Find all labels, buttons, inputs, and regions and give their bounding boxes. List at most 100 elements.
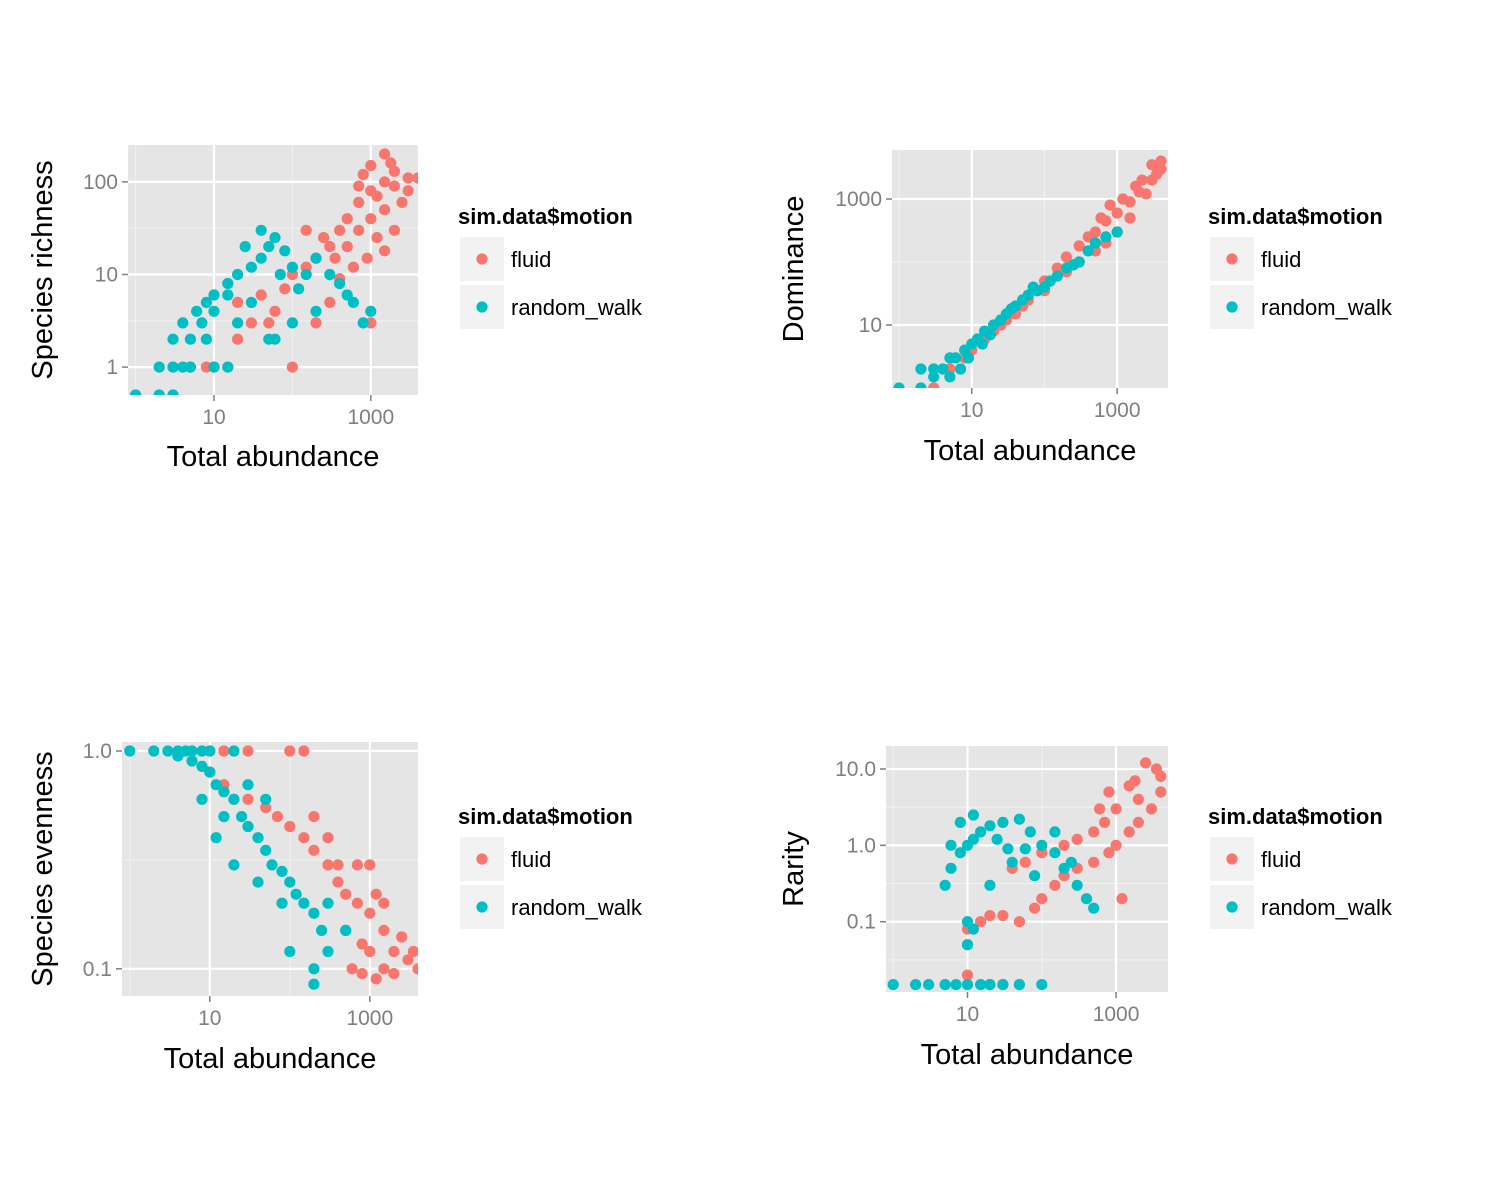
- point-random-walk: [130, 389, 142, 395]
- legend: sim.data$motion fluid random_walk: [1208, 204, 1393, 329]
- point-random-walk: [162, 745, 174, 757]
- point-random-walk: [945, 862, 957, 874]
- point-fluid: [1155, 155, 1167, 167]
- point-random-walk: [1111, 226, 1123, 238]
- point-random-walk: [961, 979, 974, 991]
- point-random-walk: [284, 945, 296, 958]
- point-random-walk: [228, 859, 240, 871]
- point-random-walk: [997, 979, 1009, 991]
- point-fluid: [1132, 793, 1144, 806]
- point-fluid: [1104, 199, 1116, 211]
- legend-label: random_walk: [511, 895, 643, 920]
- legend-title: sim.data$motion: [458, 804, 633, 829]
- point-random-walk: [341, 289, 353, 301]
- y-tick-label: 1: [106, 356, 118, 379]
- point-random-walk: [186, 745, 198, 757]
- point-random-walk: [1049, 826, 1061, 838]
- point-random-walk: [1071, 879, 1083, 891]
- point-fluid: [356, 938, 368, 950]
- point-fluid: [1155, 786, 1167, 798]
- chart-panel-1: 10 1000 1 10 100 Total abundance Species richn…: [27, 145, 643, 473]
- point-fluid: [365, 213, 377, 225]
- point-random-walk: [324, 268, 336, 281]
- point-random-walk: [887, 979, 899, 991]
- y-tick-label: 10.0: [835, 758, 876, 781]
- point-random-walk: [316, 924, 328, 937]
- point-fluid: [402, 954, 414, 966]
- point-fluid: [242, 793, 254, 805]
- legend-title: sim.data$motion: [1208, 804, 1383, 829]
- point-random-walk: [954, 816, 966, 829]
- point-random-walk: [196, 317, 208, 329]
- point-fluid: [1058, 839, 1070, 851]
- point-fluid: [379, 204, 391, 216]
- legend-title: sim.data$motion: [458, 204, 633, 229]
- point-random-walk: [1013, 813, 1025, 825]
- y-axis-title: Dominance: [778, 196, 810, 343]
- point-random-walk: [954, 363, 967, 375]
- point-random-walk: [204, 766, 216, 778]
- point-fluid: [388, 945, 400, 958]
- point-random-walk: [255, 224, 267, 236]
- point-fluid: [329, 252, 341, 264]
- point-fluid: [1129, 775, 1141, 787]
- plot-area: [122, 742, 418, 996]
- point-random-walk: [984, 820, 996, 832]
- point-random-walk: [308, 907, 320, 919]
- point-fluid: [322, 832, 334, 844]
- point-random-walk: [276, 897, 288, 909]
- point-fluid: [271, 811, 283, 823]
- point-random-walk: [1049, 847, 1061, 859]
- point-random-walk: [976, 338, 989, 350]
- point-random-walk: [269, 232, 281, 244]
- y-axis-title: Rarity: [778, 831, 810, 907]
- point-random-walk: [222, 277, 234, 290]
- point-fluid: [412, 172, 418, 184]
- point-random-walk: [260, 844, 272, 856]
- point-random-walk: [242, 779, 254, 791]
- point-random-walk: [153, 361, 165, 373]
- point-random-walk: [997, 816, 1009, 829]
- point-fluid: [353, 196, 365, 208]
- x-tick-label: 1000: [346, 1007, 393, 1030]
- point-random-walk: [239, 241, 251, 253]
- point-random-walk: [210, 779, 222, 791]
- point-random-walk: [191, 305, 203, 317]
- point-random-walk: [148, 745, 160, 757]
- point-random-walk: [269, 333, 281, 345]
- point-fluid: [341, 241, 353, 253]
- point-fluid: [1151, 168, 1163, 180]
- plot-panel: [886, 746, 1168, 992]
- point-random-walk: [196, 793, 208, 805]
- point-fluid: [353, 180, 365, 192]
- point-random-walk: [1088, 902, 1100, 914]
- x-tick-label: 1000: [1094, 399, 1141, 422]
- point-random-walk: [1006, 856, 1018, 868]
- point-fluid: [245, 317, 257, 329]
- point-random-walk: [1100, 231, 1112, 243]
- point-random-walk: [939, 979, 951, 991]
- x-tick-label: 10: [956, 1003, 979, 1026]
- chart-panel-4: 10 1000 0.1 1.0 10.0 Total abundance Rarity sim…: [778, 746, 1393, 1071]
- point-random-walk: [945, 839, 957, 851]
- point-random-walk: [177, 317, 189, 329]
- point-random-walk: [208, 361, 220, 373]
- point-fluid: [1110, 803, 1122, 815]
- point-fluid: [1123, 826, 1135, 838]
- point-fluid: [396, 196, 408, 208]
- legend-marker-random-walk: [476, 901, 488, 913]
- point-random-walk: [200, 333, 212, 345]
- point-fluid: [284, 820, 296, 833]
- point-random-walk: [923, 979, 935, 991]
- point-fluid: [324, 296, 336, 308]
- point-random-walk: [967, 833, 980, 845]
- legend-title: sim.data$motion: [1208, 204, 1383, 229]
- point-fluid: [1136, 174, 1148, 186]
- x-tick-label: 10: [960, 399, 983, 422]
- point-fluid: [318, 232, 330, 244]
- point-random-walk: [322, 945, 334, 958]
- point-fluid: [308, 844, 320, 856]
- point-random-walk: [1013, 979, 1025, 991]
- point-random-walk: [961, 939, 974, 951]
- legend-marker-random-walk: [1226, 301, 1238, 313]
